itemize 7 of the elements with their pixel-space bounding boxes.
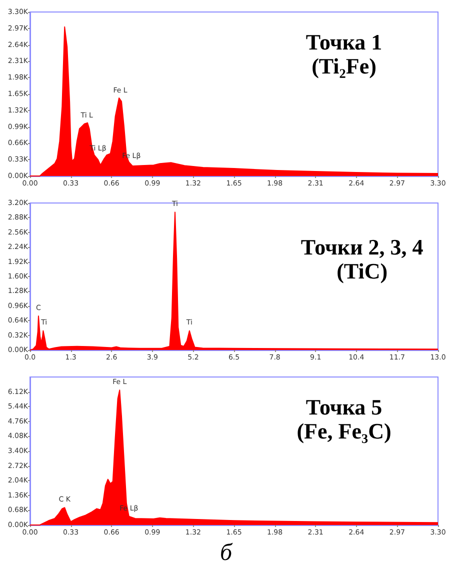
text: (Fe, Fe₃C) [296,418,392,444]
text: б [220,540,233,566]
text: Точки 2, 3, 4 [300,234,424,260]
text: Точка 5 [306,394,382,420]
text: (Ti₂Fe) [312,54,376,78]
text: Точка 1 [306,30,382,54]
text: (TiC) [336,258,388,284]
